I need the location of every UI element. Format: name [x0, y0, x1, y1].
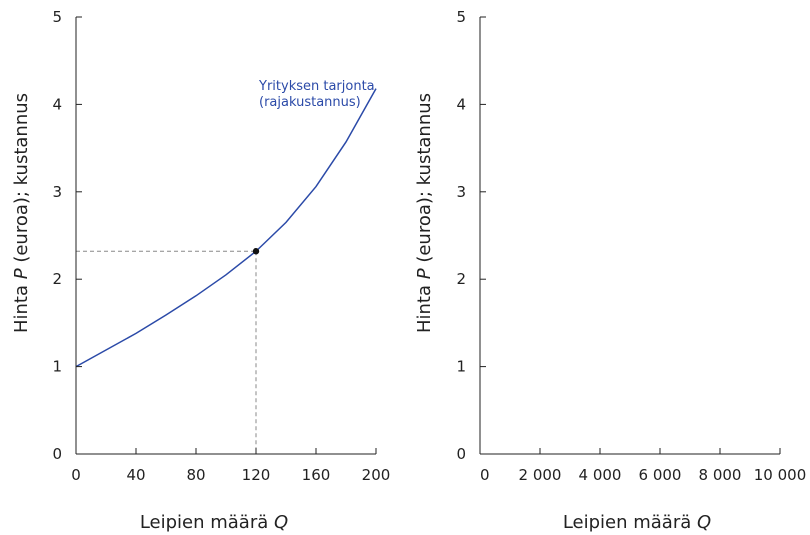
y-tick-label: 0 [456, 445, 466, 463]
y-tick-label: 3 [456, 183, 466, 201]
supply-annotation-line2: (rajakustannus) [259, 95, 361, 110]
x-tick-label: 80 [186, 466, 205, 484]
x-tick-label: 40 [126, 466, 145, 484]
y-tick-label: 1 [52, 358, 62, 376]
y-tick-label: 1 [456, 358, 466, 376]
marked-point [252, 248, 260, 255]
y-tick-label: 5 [52, 8, 62, 26]
x-tick-label: 8 000 [699, 466, 742, 484]
supply-annotation-line1: Yrityksen tarjonta [258, 79, 375, 94]
left-y-axis-title: Hinta P (euroa); kustannus [11, 93, 32, 333]
x-tick-label: 200 [362, 466, 391, 484]
right-chart: 0 1 2 3 4 5 0 2 000 4 000 6 000 8 000 10 000 Leipi… [414, 8, 806, 533]
x-tick-label: 0 [71, 466, 81, 484]
right-x-axis-title: Leipien määrä Q [563, 512, 711, 533]
x-tick-label: 160 [302, 466, 331, 484]
x-tick-label: 4 000 [579, 466, 622, 484]
x-tick-label: 6 000 [639, 466, 682, 484]
right-y-axis-title: Hinta P (euroa); kustannus [414, 93, 435, 333]
y-tick-label: 5 [456, 8, 466, 26]
x-tick-label: 2 000 [519, 466, 562, 484]
x-tick-label: 120 [242, 466, 271, 484]
y-tick-label: 0 [52, 445, 62, 463]
left-x-axis-title: Leipien määrä Q [140, 512, 288, 533]
supply-curve [75, 88, 377, 368]
y-tick-label: 2 [456, 270, 466, 288]
y-tick-label: 2 [52, 270, 62, 288]
left-chart: 0 1 2 3 4 5 0 40 80 120 160 200 Yrityksen tarjonta… [11, 8, 390, 533]
y-tick-label: 4 [456, 95, 466, 113]
x-tick-label: 0 [480, 466, 490, 484]
y-tick-label: 4 [52, 95, 62, 113]
y-tick-label: 3 [52, 183, 62, 201]
x-tick-label: 10 000 [754, 466, 807, 484]
